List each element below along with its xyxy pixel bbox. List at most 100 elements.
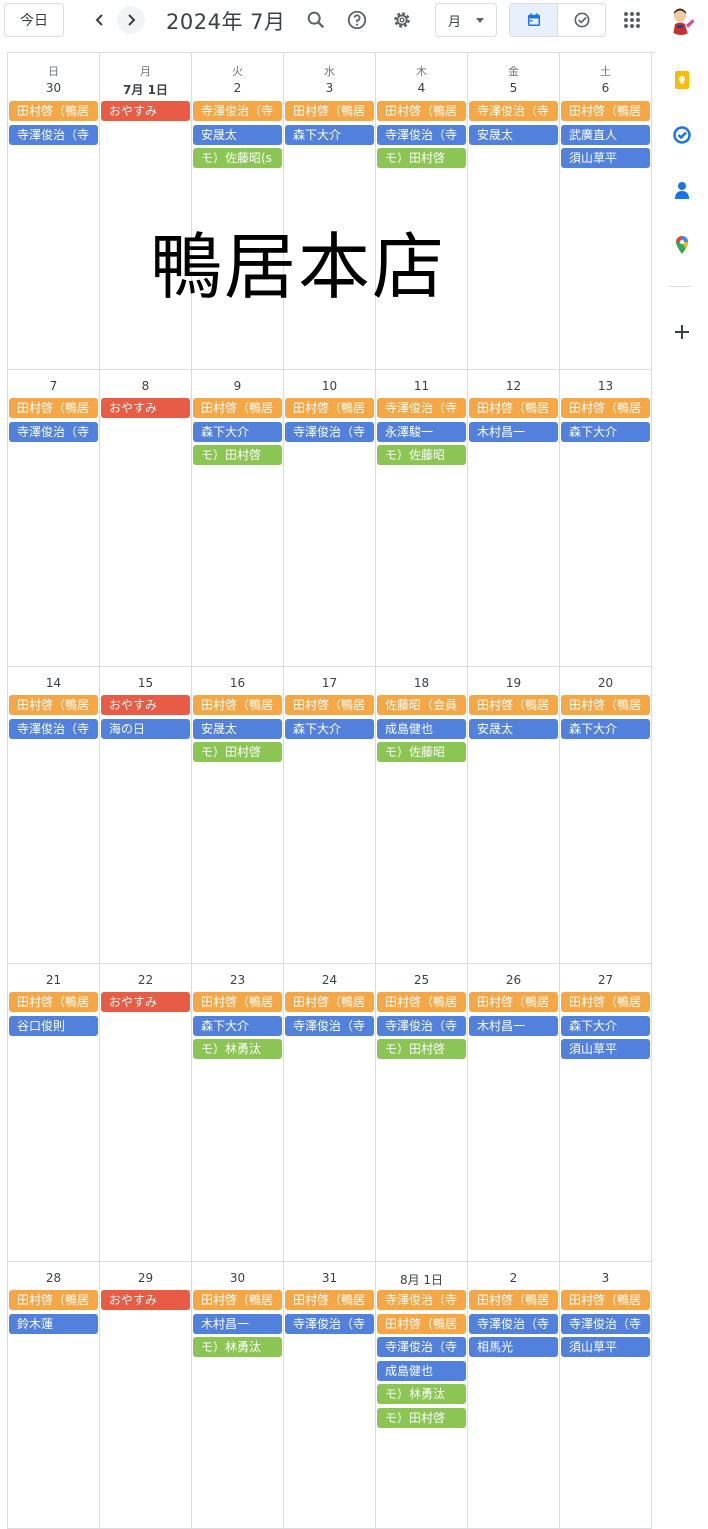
event-chip[interactable]: 田村啓（鴨居: [469, 398, 558, 418]
event-chip[interactable]: モ）田村啓: [377, 1039, 466, 1059]
event-chip[interactable]: 田村啓（鴨居: [193, 992, 282, 1012]
day-number[interactable]: 9: [233, 379, 242, 393]
event-chip[interactable]: 田村啓（鴨居: [9, 992, 98, 1012]
event-chip[interactable]: 寺澤俊治（寺: [377, 1290, 466, 1310]
event-chip[interactable]: 田村啓（鴨居: [285, 398, 374, 418]
tasks-button[interactable]: [672, 125, 692, 145]
day-cell[interactable]: 9 田村啓（鴨居 森下大介 モ）田村啓: [192, 370, 284, 667]
day-number[interactable]: 2: [509, 1271, 518, 1285]
event-chip[interactable]: おやすみ: [101, 992, 190, 1012]
day-number[interactable]: 5: [509, 81, 518, 95]
day-number[interactable]: 20: [597, 676, 614, 690]
event-chip[interactable]: 須山草平: [561, 1039, 650, 1059]
day-number[interactable]: 30: [229, 1271, 246, 1285]
day-number[interactable]: 21: [45, 973, 62, 987]
event-chip[interactable]: 田村啓（鴨居: [561, 992, 650, 1012]
day-number[interactable]: 11: [413, 379, 430, 393]
day-cell[interactable]: 土 6 田村啓（鴨居 武廣直人 須山草平: [560, 53, 652, 370]
day-cell[interactable]: 21 田村啓（鴨居 谷口俊則: [8, 964, 100, 1262]
day-cell[interactable]: 22 おやすみ: [100, 964, 192, 1262]
day-number[interactable]: 28: [45, 1271, 62, 1285]
day-cell[interactable]: 27 田村啓（鴨居 森下大介須山草平: [560, 964, 652, 1262]
event-chip[interactable]: モ）林勇汰: [193, 1039, 282, 1059]
event-chip[interactable]: 田村啓（鴨居: [377, 992, 466, 1012]
event-chip[interactable]: モ）佐藤昭(s: [193, 148, 282, 168]
day-number[interactable]: 3: [325, 81, 334, 95]
event-chip[interactable]: 森下大介: [193, 1015, 282, 1036]
event-chip[interactable]: 須山草平: [561, 1337, 650, 1357]
day-number[interactable]: 13: [597, 379, 614, 393]
day-cell[interactable]: 10 田村啓（鴨居 寺澤俊治（寺: [284, 370, 376, 667]
day-cell[interactable]: 日 30 田村啓（鴨居 寺澤俊治（寺: [8, 53, 100, 370]
event-chip[interactable]: 武廣直人: [561, 124, 650, 145]
event-chip[interactable]: 寺澤俊治（寺: [285, 1313, 374, 1334]
event-chip[interactable]: 寺澤俊治（寺: [285, 1015, 374, 1036]
event-chip[interactable]: 寺澤俊治（寺: [377, 398, 466, 418]
event-chip[interactable]: 永澤駿一: [377, 421, 466, 442]
event-chip[interactable]: 安晟太: [193, 718, 282, 739]
day-number[interactable]: 25: [413, 973, 430, 987]
day-number[interactable]: 2: [233, 81, 242, 95]
event-chip[interactable]: 田村啓（鴨居: [561, 101, 650, 121]
event-chip[interactable]: 田村啓（鴨居: [9, 398, 98, 418]
event-chip[interactable]: 寺澤俊治（寺: [377, 1015, 466, 1036]
event-chip[interactable]: 森下大介: [285, 718, 374, 739]
day-number[interactable]: 19: [505, 676, 522, 690]
event-chip[interactable]: 成島健也: [377, 718, 466, 739]
day-cell[interactable]: 8月 1日 寺澤俊治（寺 田村啓（鴨居 寺澤俊治（寺 成島健也 モ）林勇汰 モ）田村啓: [376, 1262, 468, 1529]
event-chip[interactable]: 田村啓（鴨居: [469, 992, 558, 1012]
day-cell[interactable]: 20 田村啓（鴨居 森下大介: [560, 667, 652, 964]
event-chip[interactable]: 森下大介: [285, 124, 374, 145]
event-chip[interactable]: 田村啓（鴨居: [9, 1290, 98, 1310]
tasks-toggle-button[interactable]: [558, 4, 605, 36]
event-chip[interactable]: おやすみ: [101, 1290, 190, 1310]
event-chip[interactable]: 田村啓（鴨居: [285, 695, 374, 715]
next-month-button[interactable]: [117, 6, 145, 34]
view-select[interactable]: 月: [435, 3, 497, 37]
event-chip[interactable]: 寺澤俊治（寺: [9, 421, 98, 442]
day-cell[interactable]: 13 田村啓（鴨居 森下大介: [560, 370, 652, 667]
event-chip[interactable]: 田村啓（鴨居: [193, 398, 282, 418]
event-chip[interactable]: 田村啓（鴨居: [9, 101, 98, 121]
event-chip[interactable]: 田村啓（鴨居: [377, 101, 466, 121]
day-number[interactable]: 27: [597, 973, 614, 987]
day-cell[interactable]: 23 田村啓（鴨居 森下大介 モ）林勇汰: [192, 964, 284, 1262]
day-number[interactable]: 30: [45, 81, 62, 95]
day-number[interactable]: 14: [45, 676, 62, 690]
event-chip[interactable]: 安晟太: [193, 124, 282, 145]
day-cell[interactable]: 15 おやすみ 海の日: [100, 667, 192, 964]
event-chip[interactable]: 田村啓（鴨居: [285, 1290, 374, 1310]
day-cell[interactable]: 24 田村啓（鴨居 寺澤俊治（寺: [284, 964, 376, 1262]
event-chip[interactable]: 寺澤俊治（寺: [9, 718, 98, 739]
event-chip[interactable]: 田村啓（鴨居: [193, 695, 282, 715]
day-cell[interactable]: 11 寺澤俊治（寺 永澤駿一 モ）佐藤昭: [376, 370, 468, 667]
event-chip[interactable]: 木村昌一: [469, 1015, 558, 1036]
event-chip[interactable]: 田村啓（鴨居: [285, 101, 374, 121]
event-chip[interactable]: 田村啓（鴨居: [193, 1290, 282, 1310]
day-number[interactable]: 4: [417, 81, 426, 95]
event-chip[interactable]: 森下大介: [561, 1015, 650, 1036]
event-chip[interactable]: 田村啓（鴨居: [9, 695, 98, 715]
day-number[interactable]: 26: [505, 973, 522, 987]
event-chip[interactable]: 谷口俊則: [9, 1015, 98, 1036]
day-number[interactable]: 16: [229, 676, 246, 690]
day-number[interactable]: 31: [321, 1271, 338, 1285]
event-chip[interactable]: モ）林勇汰: [377, 1384, 466, 1404]
event-chip[interactable]: 田村啓（鴨居: [469, 695, 558, 715]
event-chip[interactable]: おやすみ: [101, 398, 190, 418]
event-chip[interactable]: 田村啓（鴨居: [469, 1290, 558, 1310]
search-button[interactable]: [304, 8, 328, 32]
add-addon-button[interactable]: [672, 322, 692, 342]
event-chip[interactable]: 成島健也: [377, 1360, 466, 1381]
event-chip[interactable]: 木村昌一: [469, 421, 558, 442]
day-cell[interactable]: 31 田村啓（鴨居 寺澤俊治（寺: [284, 1262, 376, 1529]
event-chip[interactable]: モ）田村啓: [377, 148, 466, 168]
day-number[interactable]: 17: [321, 676, 338, 690]
event-chip[interactable]: 森下大介: [561, 421, 650, 442]
day-cell[interactable]: 30 田村啓（鴨居 木村昌一 モ）林勇汰: [192, 1262, 284, 1529]
event-chip[interactable]: 田村啓（鴨居: [285, 992, 374, 1012]
event-chip[interactable]: 安晟太: [469, 718, 558, 739]
day-number[interactable]: 15: [137, 676, 154, 690]
day-cell[interactable]: 8 おやすみ: [100, 370, 192, 667]
event-chip[interactable]: 相馬光: [469, 1337, 558, 1357]
